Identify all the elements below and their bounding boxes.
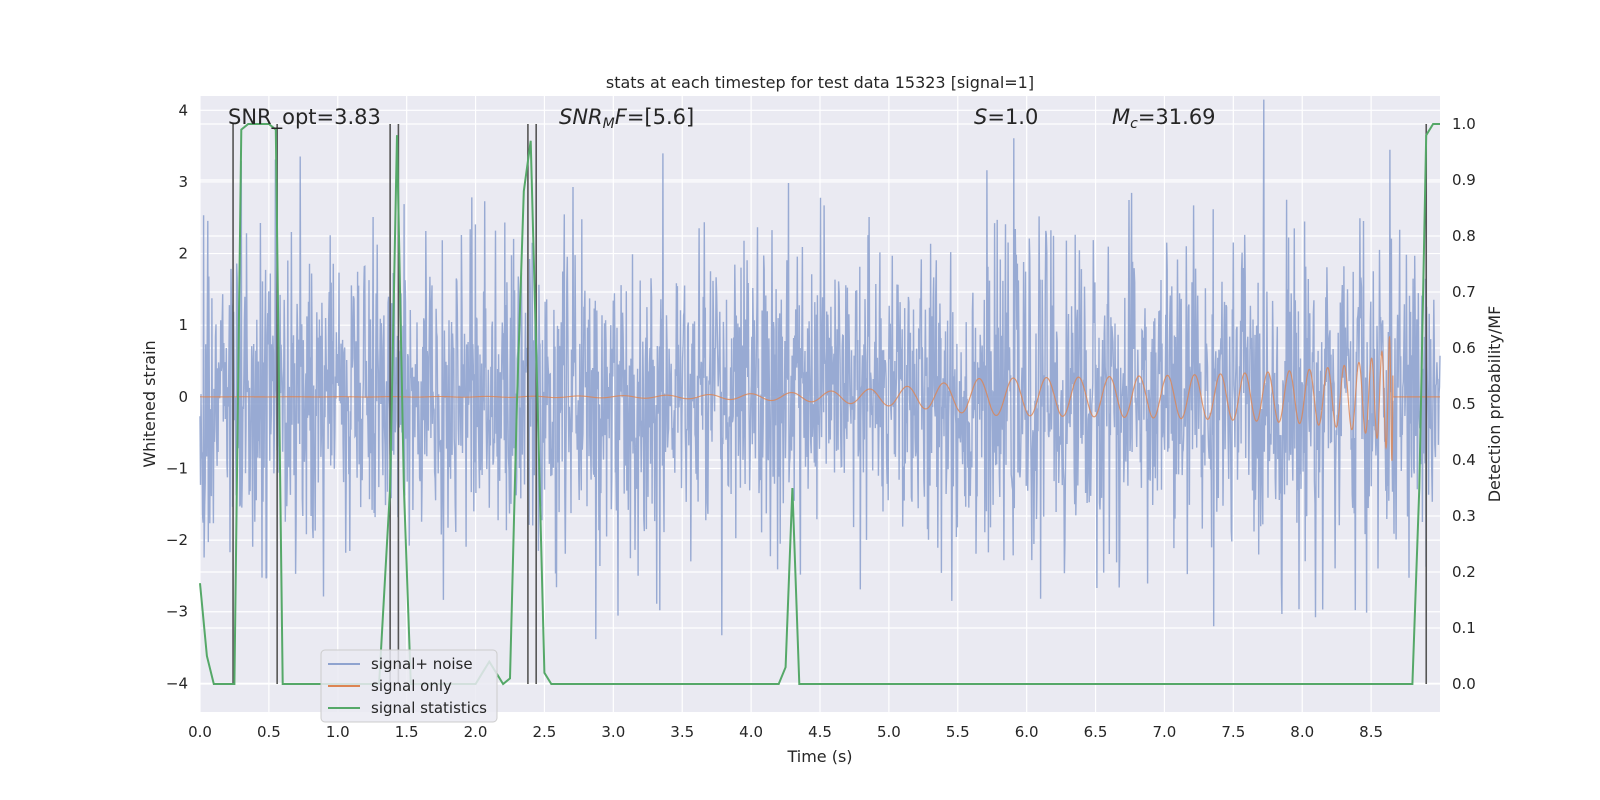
series-line-signal-statistics: [199, 123, 1440, 686]
annotation-mc: Mc=31.69: [1112, 105, 1216, 132]
x-tick-label: 4.0: [739, 723, 763, 741]
y-right-tick-labels: 1.0 0.9 0.8 0.7 0.6 0.5 0.4 0.3 0.2 0.1 0.0: [1452, 115, 1476, 693]
y-left-tick-label: 1: [178, 316, 188, 334]
y-left-tick-label: −2: [166, 531, 188, 549]
y-right-tick-label: 1.0: [1452, 115, 1476, 133]
legend-label-statistics: signal statistics: [371, 699, 487, 717]
x-tick-label: 0.0: [188, 723, 212, 741]
x-tick-label: 2.5: [533, 723, 557, 741]
series-line-signal-noise: [199, 99, 1441, 640]
x-tick-label: 1.5: [395, 723, 419, 741]
annotation-s: S=1.0: [974, 105, 1038, 129]
y-right-tick-label: 0.7: [1452, 283, 1476, 301]
x-tick-label: 5.5: [946, 723, 970, 741]
y-right-axis-label: Detection probability/MF: [1485, 306, 1504, 503]
marker-lines: [232, 124, 1428, 684]
y-right-tick-label: 0.8: [1452, 227, 1476, 245]
x-tick-label: 7.5: [1221, 723, 1245, 741]
y-left-tick-label: −1: [166, 459, 188, 477]
x-tick-label: 8.5: [1359, 723, 1383, 741]
y-right-tick-label: 0.3: [1452, 507, 1476, 525]
legend-box: [320, 649, 498, 723]
x-axis-label: Time (s): [786, 747, 852, 766]
x-tick-label: 8.0: [1290, 723, 1314, 741]
y-right-tick-label: 0.1: [1452, 619, 1476, 637]
y-left-tick-label: −4: [166, 674, 188, 692]
y-right-tick-label: 0.6: [1452, 339, 1476, 357]
x-tick-label: 6.5: [1084, 723, 1108, 741]
y-right-tick-label: 0.5: [1452, 395, 1476, 413]
y-left-axis-label: Whitened strain: [140, 340, 159, 467]
y-left-tick-label: 3: [178, 173, 188, 191]
x-tick-label: 1.0: [326, 723, 350, 741]
y-right-tick-label: 0.0: [1452, 675, 1476, 693]
annotation-snr-opt: SNR_opt=3.83: [228, 105, 381, 130]
legend: signal+ noise signal only signal statist…: [320, 649, 498, 723]
noise-series: [199, 99, 1441, 640]
y-left-tick-labels: 4 3 2 1 0 −1 −2 −3 −4: [166, 101, 188, 692]
annotation-snr-mf: SNRMF=[5.6]: [559, 105, 694, 132]
legend-label-noise: signal+ noise: [371, 655, 473, 673]
statistics-series: [199, 123, 1440, 686]
series-line-signal-only: [200, 335, 1440, 461]
y-right-tick-label: 0.4: [1452, 451, 1476, 469]
y-left-tick-label: −3: [166, 603, 188, 621]
x-tick-label: 5.0: [877, 723, 901, 741]
x-tick-label: 7.0: [1153, 723, 1177, 741]
legend-label-signal: signal only: [371, 677, 452, 695]
x-tick-label: 3.5: [670, 723, 694, 741]
x-tick-label: 4.5: [808, 723, 832, 741]
chirp-series: [200, 335, 1440, 461]
x-tick-label: 3.0: [601, 723, 625, 741]
y-right-tick-label: 0.9: [1452, 171, 1476, 189]
x-tick-label: 0.5: [257, 723, 281, 741]
y-left-tick-label: 0: [178, 388, 188, 406]
x-tick-labels: 0.0 0.5 1.0 1.5 2.0 2.5 3.0 3.5 4.0 4.5 5.0 5.5 6.0 6…: [188, 723, 1383, 741]
x-tick-label: 2.0: [464, 723, 488, 741]
x-tick-label: 6.0: [1015, 723, 1039, 741]
y-left-tick-label: 4: [178, 101, 188, 119]
chart-title: stats at each timestep for test data 153…: [606, 73, 1034, 92]
y-right-tick-label: 0.2: [1452, 563, 1476, 581]
y-left-tick-label: 2: [178, 245, 188, 263]
